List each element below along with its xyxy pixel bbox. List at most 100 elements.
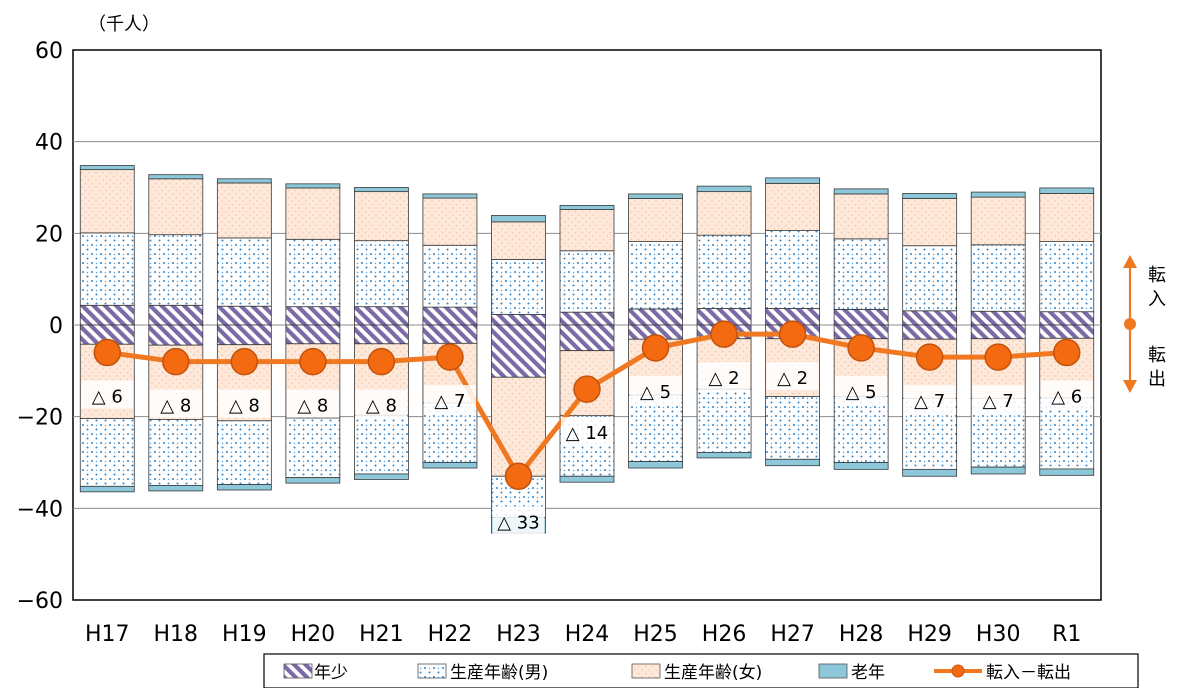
data-label: △ 33 [497,512,539,533]
bar-segment-child [422,306,478,326]
bar-segment-child-out [148,324,204,346]
bar-segment-child-out [285,324,341,345]
y-tick-label: −60 [17,589,63,614]
side-out-1: 転 [1148,345,1166,366]
bar-segment-male [422,244,478,308]
bar-segment-child-out [422,324,478,344]
bar-segment-male [79,232,135,306]
legend-label-elderly: 老年 [851,663,885,683]
bar-segment-male-out [833,396,889,463]
bar-segment-male [1039,241,1095,313]
bar-segment-elderly [285,183,341,189]
bar-segment-elderly [491,215,546,223]
data-label: △ 2 [777,368,808,389]
bar-segment-child-out [559,324,615,352]
in-out-annotation: 転 入 転 出 [1123,255,1166,393]
bar-segment-elderly-out [353,473,409,480]
data-label-bg [972,385,1025,414]
net-point [778,320,807,348]
net-point [504,462,533,490]
data-label: △ 7 [983,391,1014,412]
bar-segment-female [353,191,409,242]
net-point [915,343,944,371]
bar-segment-female [285,187,341,240]
data-label: △ 6 [1051,387,1082,408]
zero-dot-icon [1124,318,1136,330]
net-point [162,347,190,376]
data-label: △ 6 [92,387,123,408]
data-label-bg [81,380,134,409]
x-tick-label: H30 [976,622,1021,647]
bar-segment-female [970,196,1026,246]
data-label-bg [286,389,339,418]
bar-segment-female [765,182,820,231]
y-tick-label: 20 [35,222,63,247]
bar-segment-male-out [216,420,272,485]
y-tick-label: −20 [17,406,63,431]
data-label: △ 5 [846,382,877,403]
arrow-down-icon [1123,380,1137,393]
data-label-bg [698,362,751,391]
bar-segment-child [285,306,341,326]
bar-segment-female [902,198,958,247]
net-point [573,375,601,403]
data-label-bg [629,375,682,404]
legend-swatch-child [283,663,313,679]
bar-segment-child [902,310,958,326]
bar-segment-female [79,169,135,234]
net-point [984,343,1012,371]
y-tick-label: 0 [49,314,63,339]
arrow-up-icon [1123,255,1137,268]
stacked-bars [79,165,1095,534]
x-tick-label: H20 [291,622,336,647]
bar-segment-elderly [765,177,820,184]
net-point [710,320,738,348]
bar-segment-elderly [902,193,958,199]
bar-segment-male-out [765,396,820,460]
net-data-labels: △ 6 △ 8 △ 8 △ 8 △ 8 △ 7 △ 33 △ 14 △ 5 △ 2 △ 2 △ 5 △ … [81,362,1093,535]
bar-segment-male [285,238,341,308]
bar-segment-male [559,250,615,313]
bar-segment-child [970,310,1026,326]
bar-segment-elderly-out [902,468,958,477]
x-tick-label: H24 [565,622,610,647]
data-label-bg [149,389,202,418]
x-tick-label: H25 [633,622,678,647]
data-label: △ 8 [229,396,260,417]
bar-segment-male-out [353,414,409,475]
bar-segment-child [216,305,272,326]
x-tick-label: R1 [1052,622,1081,647]
bar-segment-elderly-out [1039,468,1095,476]
unit-label: （千人） [88,14,160,35]
data-label: △ 8 [160,396,191,417]
bar-segment-child [833,309,889,326]
bar-segment-elderly [216,178,272,184]
bar-segment-female [491,221,546,260]
net-point [1052,338,1081,367]
x-tick-label: H17 [85,622,130,647]
net-point [230,347,259,376]
bar-segment-female-out [491,376,546,477]
data-label: △ 7 [434,391,465,412]
bar-segment-male [765,230,820,309]
bar-segment-child [491,314,546,326]
data-label: △ 8 [297,396,328,417]
bar-segment-child-out [491,324,546,378]
net-point [299,347,327,376]
bar-segment-male [491,259,546,315]
net-point [847,334,875,362]
bar-segment-child [148,304,204,326]
x-tick-label: H23 [496,622,541,647]
bar-segment-male [833,238,889,310]
bar-segment-male-out [628,394,683,462]
bar-segment-male [353,240,409,308]
data-label: △ 7 [914,391,945,412]
data-label-bg [766,362,819,391]
legend-marker-net [951,664,965,678]
bar-segment-male [148,234,204,306]
legend-label-child: 年少 [314,663,348,683]
bar-segment-male-out [696,388,752,453]
bar-segment-elderly [970,191,1026,198]
net-migration-line [93,320,1081,490]
